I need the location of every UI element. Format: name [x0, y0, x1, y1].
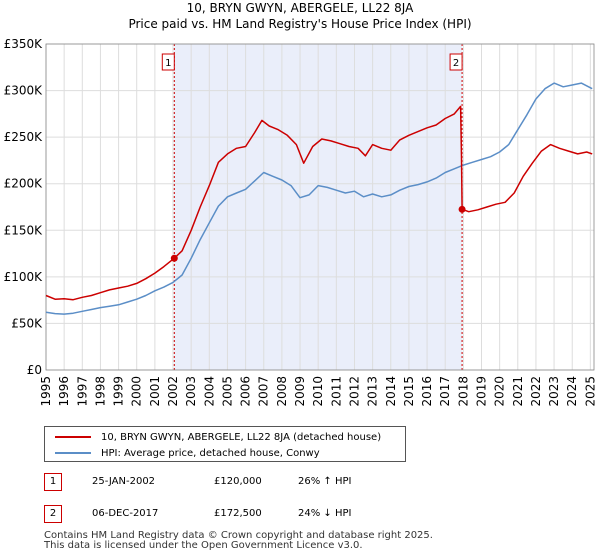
sale-label-number: 2 — [453, 58, 459, 69]
legend-swatch-property — [55, 436, 91, 438]
x-tick-label: 1995 — [39, 376, 53, 407]
y-tick-label: £50K — [11, 316, 43, 330]
y-tick-label: £300K — [4, 84, 44, 98]
y-tick-label: £150K — [4, 223, 44, 237]
sale-label-box — [449, 53, 463, 71]
x-tick-label: 2012 — [347, 376, 361, 407]
x-tick-label: 2024 — [565, 376, 579, 407]
x-tick-label: 2009 — [293, 376, 307, 407]
x-tick-label: 2018 — [456, 376, 470, 407]
x-tick-label: 2023 — [547, 376, 561, 407]
x-tick-label: 2000 — [130, 376, 144, 407]
y-tick-label: £200K — [4, 177, 44, 191]
sale-hpi-diff: 26% ↑ HPI — [298, 476, 352, 487]
legend-item-hpi: HPI: Average price, detached house, Conw… — [55, 445, 320, 461]
sale-label-box — [161, 53, 175, 71]
chart-title-block: 10, BRYN GWYN, ABERGELE, LL22 8JA Price … — [0, 0, 600, 32]
x-tick-label: 2011 — [329, 376, 343, 407]
sale-badge: 1 — [44, 473, 62, 491]
legend-swatch-hpi — [55, 452, 91, 454]
x-tick-label: 2013 — [366, 376, 380, 407]
x-tick-label: 2016 — [420, 376, 434, 407]
chart-title: 10, BRYN GWYN, ABERGELE, LL22 8JA — [186, 1, 414, 15]
x-tick-label: 1998 — [93, 376, 107, 407]
x-tick-label: 2010 — [311, 376, 325, 407]
y-tick-label: £250K — [4, 130, 44, 144]
hpi-series-line — [45, 82, 593, 315]
x-tick-label: 1999 — [112, 376, 126, 407]
sale-price: £120,000 — [214, 476, 262, 487]
sale-point — [458, 205, 466, 213]
x-tick-label: 2014 — [384, 376, 398, 407]
x-tick-label: 2006 — [239, 376, 253, 407]
sale-hpi-diff: 24% ↓ HPI — [298, 508, 352, 519]
legend-label-hpi: HPI: Average price, detached house, Conw… — [101, 447, 320, 459]
x-tick-label: 2001 — [148, 376, 162, 407]
legend: 10, BRYN GWYN, ABERGELE, LL22 8JA (detac… — [44, 426, 406, 462]
y-tick-label: £350K — [4, 37, 44, 51]
x-tick-label: 2008 — [275, 376, 289, 407]
sale-point — [170, 254, 178, 262]
x-tick-label: 1996 — [57, 376, 71, 407]
x-tick-label: 2017 — [438, 376, 452, 407]
legend-item-property: 10, BRYN GWYN, ABERGELE, LL22 8JA (detac… — [55, 429, 381, 445]
x-tick-label: 2021 — [511, 376, 525, 407]
sale-label-number: 1 — [165, 58, 171, 69]
x-tick-label: 2007 — [257, 376, 271, 407]
y-tick-label: £0 — [27, 363, 42, 377]
chart-subtitle: Price paid vs. HM Land Registry's House … — [128, 17, 472, 31]
x-tick-label: 2003 — [184, 376, 198, 407]
footer: Contains HM Land Registry data © Crown c… — [44, 531, 433, 551]
price-chart: £0 £50K £100K £150K £200K £250K £300K £350K 1995… — [4, 37, 598, 407]
x-tick-label: 2004 — [202, 376, 216, 407]
sale-date: 25-JAN-2002 — [92, 476, 156, 487]
x-tick-label: 2022 — [529, 376, 543, 407]
footer-line-2: This data is licensed under the Open Gov… — [44, 540, 363, 551]
property-series-line — [45, 105, 593, 301]
x-tick-label: 2015 — [402, 376, 416, 407]
x-tick-label: 2002 — [166, 376, 180, 407]
y-tick-label: £100K — [4, 270, 44, 284]
sale-badge: 2 — [44, 505, 62, 523]
sale-date: 06-DEC-2017 — [92, 508, 159, 519]
x-tick-label: 2020 — [493, 376, 507, 407]
footer-line-1: Contains HM Land Registry data © Crown c… — [44, 530, 433, 541]
plot-frame — [45, 43, 595, 371]
x-tick-label: 2005 — [220, 376, 234, 407]
x-tick-label: 2025 — [583, 376, 597, 407]
legend-label-property: 10, BRYN GWYN, ABERGELE, LL22 8JA (detac… — [101, 431, 382, 443]
x-tick-label: 1997 — [75, 376, 89, 407]
x-tick-label: 2019 — [474, 376, 488, 407]
sale-price: £172,500 — [214, 508, 262, 519]
